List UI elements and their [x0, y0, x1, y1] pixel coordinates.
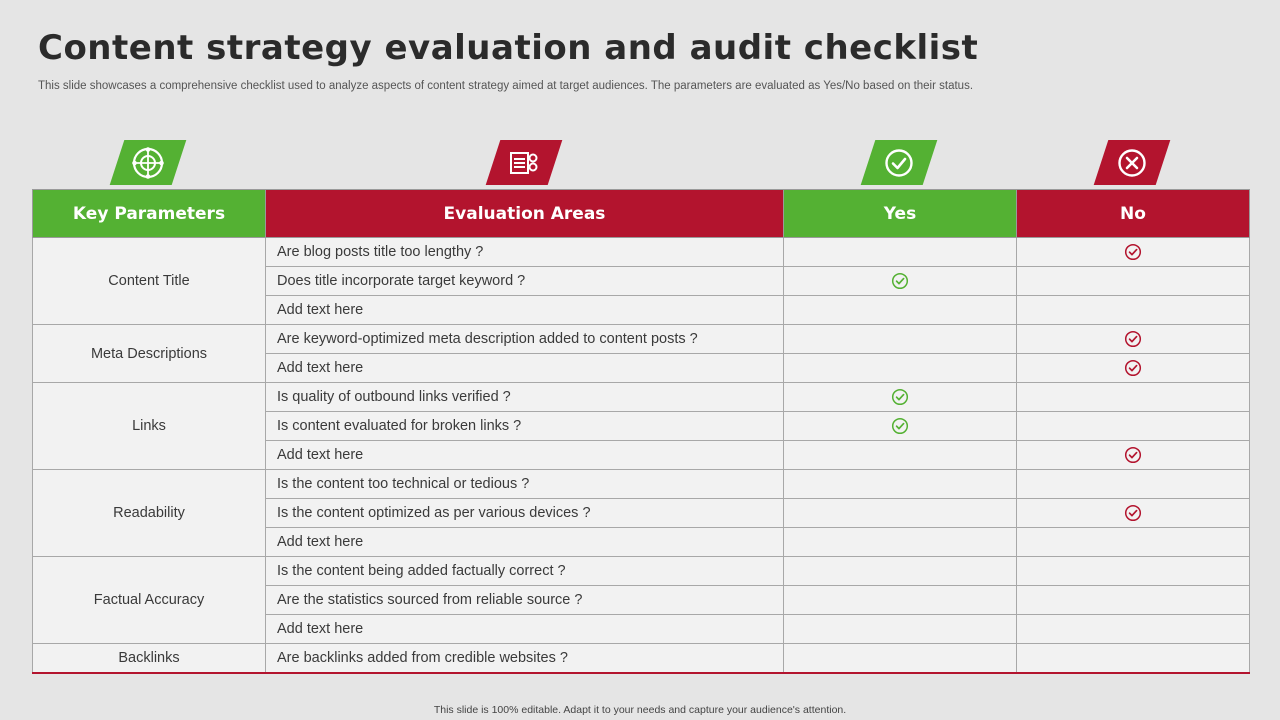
- no-cell: [1016, 440, 1250, 470]
- yes-cell: [783, 643, 1017, 673]
- key-parameters-icon-badge: [109, 140, 187, 185]
- yes-cell: [783, 411, 1017, 441]
- footer-note: This slide is 100% editable. Adapt it to…: [433, 704, 847, 716]
- yes-cell: [783, 440, 1017, 470]
- table-row: Add text here: [33, 440, 1250, 470]
- evaluation-area-cell: Add text here: [265, 353, 784, 383]
- check-circle-icon: [885, 148, 913, 177]
- table-row: Readability Is the content too technical …: [32, 469, 1250, 557]
- no-cell: [1016, 353, 1250, 383]
- evaluation-area-cell: Are backlinks added from credible websit…: [265, 643, 784, 673]
- no-cell: [1016, 614, 1250, 644]
- table-row: Is content evaluated for broken links ?: [33, 411, 1250, 441]
- table-row: Links Is quality of outbound links verifi…: [32, 382, 1250, 470]
- yes-cell: [783, 585, 1017, 615]
- no-cell: [1016, 498, 1250, 528]
- evaluation-area-cell: Is the content too technical or tedious …: [265, 469, 784, 499]
- table-header-row: Key Parameters Evaluation Areas Yes No: [32, 189, 1250, 238]
- evaluation-area-cell: Does title incorporate target keyword ?: [265, 266, 784, 296]
- check-circle-icon: [1124, 243, 1142, 261]
- yes-cell: [783, 382, 1017, 412]
- table-row: Backlinks Are backlinks added from credib…: [32, 643, 1250, 673]
- yes-cell: [783, 295, 1017, 325]
- evaluation-area-cell: Is the content optimized as per various …: [265, 498, 784, 528]
- check-circle-icon: [891, 272, 909, 290]
- check-circle-icon: [1124, 504, 1142, 522]
- no-cell: [1016, 324, 1250, 354]
- key-parameter-cell: Readability: [32, 469, 266, 557]
- check-circle-icon: [1124, 446, 1142, 464]
- no-cell: [1016, 237, 1250, 267]
- table-body: Content Title Are blog posts title too le…: [32, 237, 1250, 673]
- evaluation-area-cell: Add text here: [265, 440, 784, 470]
- no-cell: [1016, 295, 1250, 325]
- check-circle-icon: [891, 388, 909, 406]
- table-row: Content Title Are blog posts title too le…: [32, 237, 1250, 325]
- table-row: Factual Accuracy Is the content being add…: [32, 556, 1250, 644]
- no-cell: [1016, 527, 1250, 557]
- check-circle-icon: [1124, 330, 1142, 348]
- table-row: Is the content optimized as per various …: [33, 498, 1250, 528]
- no-cell: [1016, 643, 1250, 673]
- check-circle-icon: [891, 417, 909, 435]
- yes-cell: [783, 556, 1017, 586]
- evaluation-area-cell: Are keyword-optimized meta description a…: [265, 324, 784, 354]
- evaluation-area-cell: Add text here: [265, 614, 784, 644]
- yes-cell: [783, 353, 1017, 383]
- table-row: Are the statistics sourced from reliable…: [33, 585, 1250, 615]
- no-icon-badge: [1093, 140, 1171, 185]
- evaluation-areas-icon-badge: [485, 140, 563, 185]
- evaluation-area-cell: Is content evaluated for broken links ?: [265, 411, 784, 441]
- table-row: Add text here: [33, 614, 1250, 644]
- header-key-parameters: Key Parameters: [32, 189, 266, 238]
- no-cell: [1016, 556, 1250, 586]
- page-subtitle: This slide showcases a comprehensive che…: [38, 80, 974, 92]
- key-parameter-cell: Meta Descriptions: [32, 324, 266, 383]
- evaluation-area-cell: Is quality of outbound links verified ?: [265, 382, 784, 412]
- table-row: Does title incorporate target keyword ?: [33, 266, 1250, 296]
- header-evaluation-areas: Evaluation Areas: [265, 189, 784, 238]
- yes-cell: [783, 527, 1017, 557]
- evaluation-area-cell: Add text here: [265, 527, 784, 557]
- network-globe-icon: [132, 146, 164, 179]
- yes-cell: [783, 614, 1017, 644]
- list-settings-icon: [510, 151, 538, 174]
- evaluation-area-cell: Are the statistics sourced from reliable…: [265, 585, 784, 615]
- no-cell: [1016, 585, 1250, 615]
- x-circle-icon: [1118, 148, 1146, 177]
- no-cell: [1016, 382, 1250, 412]
- header-yes: Yes: [783, 189, 1017, 238]
- key-parameter-cell: Backlinks: [32, 643, 266, 673]
- evaluation-area-cell: Add text here: [265, 295, 784, 325]
- evaluation-area-cell: Is the content being added factually cor…: [265, 556, 784, 586]
- no-cell: [1016, 469, 1250, 499]
- yes-cell: [783, 469, 1017, 499]
- table-row: Add text here: [33, 527, 1250, 557]
- table-row: Add text here: [33, 353, 1250, 383]
- key-parameter-cell: Links: [32, 382, 266, 470]
- yes-icon-badge: [860, 140, 938, 185]
- yes-cell: [783, 498, 1017, 528]
- page-title: Content strategy evaluation and audit ch…: [38, 28, 979, 68]
- yes-cell: [783, 324, 1017, 354]
- key-parameter-cell: Content Title: [32, 237, 266, 325]
- no-cell: [1016, 266, 1250, 296]
- evaluation-area-cell: Are blog posts title too lengthy ?: [265, 237, 784, 267]
- no-cell: [1016, 411, 1250, 441]
- yes-cell: [783, 237, 1017, 267]
- key-parameter-cell: Factual Accuracy: [32, 556, 266, 644]
- checklist-table: Key Parameters Evaluation Areas Yes No C…: [32, 189, 1250, 674]
- table-row: Meta Descriptions Are keyword-optimized m…: [32, 324, 1250, 383]
- yes-cell: [783, 266, 1017, 296]
- table-row: Add text here: [33, 295, 1250, 325]
- check-circle-icon: [1124, 359, 1142, 377]
- header-no: No: [1016, 189, 1250, 238]
